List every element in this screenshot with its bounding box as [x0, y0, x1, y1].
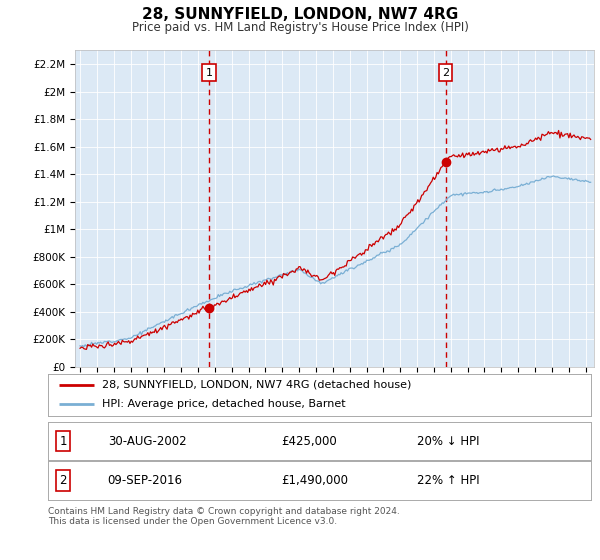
Text: 2: 2: [59, 474, 67, 487]
Text: £1,490,000: £1,490,000: [281, 474, 349, 487]
Text: HPI: Average price, detached house, Barnet: HPI: Average price, detached house, Barn…: [103, 399, 346, 409]
Text: 22% ↑ HPI: 22% ↑ HPI: [417, 474, 480, 487]
Text: 30-AUG-2002: 30-AUG-2002: [108, 435, 187, 448]
Text: 20% ↓ HPI: 20% ↓ HPI: [417, 435, 480, 448]
Text: 1: 1: [206, 68, 212, 77]
Text: 1: 1: [59, 435, 67, 448]
Text: 09-SEP-2016: 09-SEP-2016: [108, 474, 183, 487]
Text: 2: 2: [442, 68, 449, 77]
Text: £425,000: £425,000: [281, 435, 337, 448]
Text: 28, SUNNYFIELD, LONDON, NW7 4RG: 28, SUNNYFIELD, LONDON, NW7 4RG: [142, 7, 458, 22]
Text: 28, SUNNYFIELD, LONDON, NW7 4RG (detached house): 28, SUNNYFIELD, LONDON, NW7 4RG (detache…: [103, 380, 412, 390]
Text: Price paid vs. HM Land Registry's House Price Index (HPI): Price paid vs. HM Land Registry's House …: [131, 21, 469, 34]
Text: Contains HM Land Registry data © Crown copyright and database right 2024.
This d: Contains HM Land Registry data © Crown c…: [48, 507, 400, 526]
